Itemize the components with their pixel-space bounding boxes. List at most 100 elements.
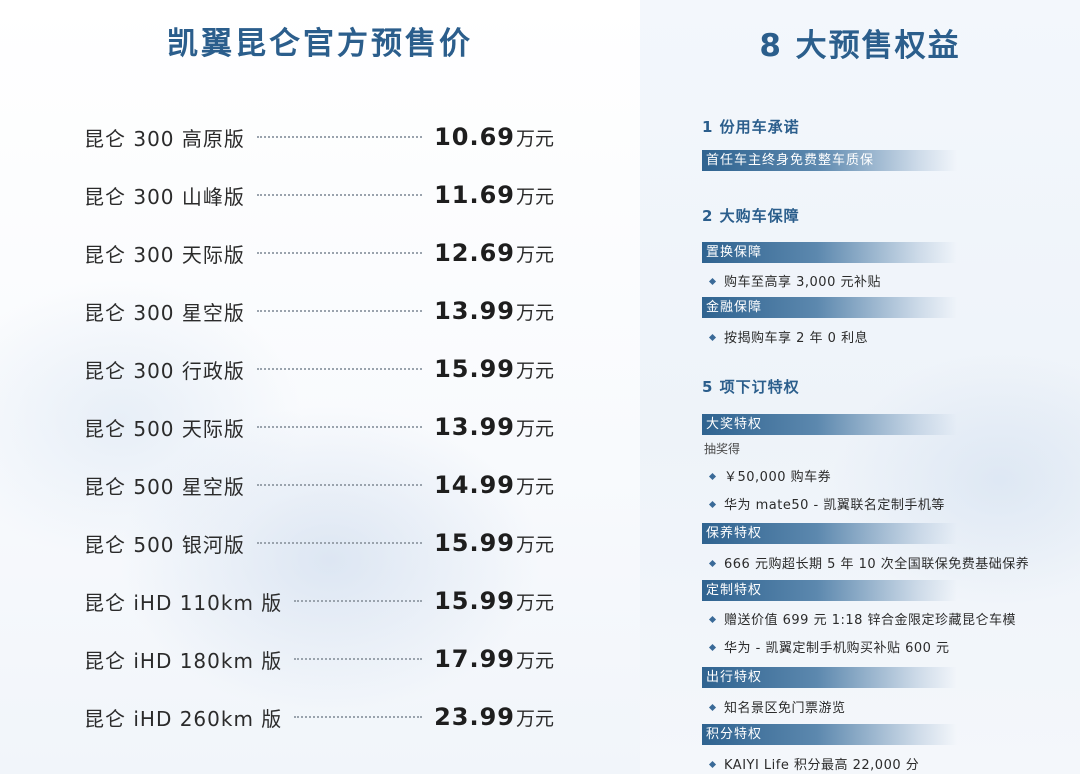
points-tag: 积分特权 xyxy=(702,724,957,745)
dotted-leader xyxy=(256,426,423,428)
price-number: 12.69 xyxy=(434,239,515,267)
price-unit: 万元 xyxy=(515,244,554,266)
price-number: 15.99 xyxy=(434,529,515,557)
dotted-leader xyxy=(256,252,423,254)
custom-tag: 定制特权 xyxy=(702,580,957,601)
bullet-icon xyxy=(708,277,717,286)
points-text: KAIYI Life 积分最高 22,000 分 xyxy=(724,758,920,773)
price-number: 14.99 xyxy=(434,471,515,499)
price-unit: 万元 xyxy=(515,186,554,208)
price-row: 昆仑 iHD 110km 版 15.99万元 xyxy=(84,572,554,630)
section-heading-commitment: 1 份用车承诺 xyxy=(702,118,800,136)
dotted-leader xyxy=(256,194,423,196)
price-number: 13.99 xyxy=(434,297,515,325)
finance-text: 按揭购车享 2 年 0 利息 xyxy=(724,331,869,346)
price-value: 14.99万元 xyxy=(434,471,554,499)
benefits-panel: 8 大预售权益 1 份用车承诺 首任车主终身免费整车质保 2 大购车保障 置换保… xyxy=(640,0,1080,774)
grand-prize-tag: 大奖特权 xyxy=(702,414,957,435)
bullet-icon xyxy=(708,472,717,481)
phone-prize-text: 华为 mate50 - 凯翼联名定制手机等 xyxy=(724,498,945,513)
model-name: 昆仑 500 天际版 xyxy=(84,416,245,441)
car-model-gift-item: 赠送价值 699 元 1:18 锌合金限定珍藏昆仑车模 xyxy=(708,609,1016,628)
model-name: 昆仑 500 银河版 xyxy=(84,532,245,557)
price-value: 13.99万元 xyxy=(434,297,554,325)
price-row: 昆仑 iHD 180km 版 17.99万元 xyxy=(84,630,554,688)
bullet-icon xyxy=(708,500,717,509)
price-unit: 万元 xyxy=(515,360,554,382)
price-number: 11.69 xyxy=(434,181,515,209)
price-number: 15.99 xyxy=(434,587,515,615)
price-value: 17.99万元 xyxy=(434,645,554,673)
benefits-panel-title: 8 大预售权益 xyxy=(759,28,961,64)
warranty-tag: 首任车主终身免费整车质保 xyxy=(702,150,957,171)
voucher-text: ￥50,000 购车券 xyxy=(724,470,832,485)
model-name: 昆仑 iHD 110km 版 xyxy=(84,590,283,615)
trade-in-item: 购车至高享 3,000 元补贴 xyxy=(708,271,881,290)
price-value: 15.99万元 xyxy=(434,587,554,615)
price-unit: 万元 xyxy=(515,534,554,556)
price-number: 17.99 xyxy=(434,645,515,673)
points-item: KAIYI Life 积分最高 22,000 分 xyxy=(708,754,920,773)
price-value: 11.69万元 xyxy=(434,181,554,209)
model-name: 昆仑 300 行政版 xyxy=(84,358,245,383)
price-row: 昆仑 300 山峰版 11.69万元 xyxy=(84,166,554,224)
price-unit: 万元 xyxy=(515,476,554,498)
dotted-leader xyxy=(256,484,423,486)
bullet-icon xyxy=(708,615,717,624)
model-name: 昆仑 iHD 180km 版 xyxy=(84,648,283,673)
section-heading-order-privileges: 5 项下订特权 xyxy=(702,378,800,396)
price-value: 23.99万元 xyxy=(434,703,554,731)
bullet-icon xyxy=(708,703,717,712)
price-value: 10.69万元 xyxy=(434,123,554,151)
price-value: 12.69万元 xyxy=(434,239,554,267)
presale-price-panel: 凯翼昆仑官方预售价 昆仑 300 高原版 10.69万元昆仑 300 山峰版 11.… xyxy=(0,0,640,774)
phone-subsidy-item: 华为 - 凯翼定制手机购买补贴 600 元 xyxy=(708,637,950,656)
bullet-icon xyxy=(708,333,717,342)
phone-subsidy-text: 华为 - 凯翼定制手机购买补贴 600 元 xyxy=(724,641,950,656)
trade-in-text: 购车至高享 3,000 元补贴 xyxy=(724,275,881,290)
price-row: 昆仑 300 天际版 12.69万元 xyxy=(84,224,554,282)
model-name: 昆仑 300 天际版 xyxy=(84,242,245,267)
scenic-text: 知名景区免门票游览 xyxy=(724,701,846,716)
bullet-icon xyxy=(708,559,717,568)
price-number: 23.99 xyxy=(434,703,515,731)
price-value: 13.99万元 xyxy=(434,413,554,441)
dotted-leader xyxy=(256,542,423,544)
price-row: 昆仑 300 行政版 15.99万元 xyxy=(84,340,554,398)
price-row: 昆仑 300 星空版 13.99万元 xyxy=(84,282,554,340)
price-row: 昆仑 500 银河版 15.99万元 xyxy=(84,514,554,572)
maintenance-item: 666 元购超长期 5 年 10 次全国联保免费基础保养 xyxy=(708,553,1030,572)
maintenance-tag: 保养特权 xyxy=(702,523,957,544)
model-name: 昆仑 iHD 260km 版 xyxy=(84,706,283,731)
trade-in-tag: 置换保障 xyxy=(702,242,957,263)
model-name: 昆仑 300 山峰版 xyxy=(84,184,245,209)
price-panel-title: 凯翼昆仑官方预售价 xyxy=(167,26,473,62)
scenic-item: 知名景区免门票游览 xyxy=(708,697,846,716)
bullet-icon xyxy=(708,760,717,769)
price-unit: 万元 xyxy=(515,128,554,150)
dotted-leader xyxy=(294,658,423,660)
price-row: 昆仑 300 高原版 10.69万元 xyxy=(84,108,554,166)
bullet-icon xyxy=(708,643,717,652)
dotted-leader xyxy=(256,136,423,138)
price-number: 15.99 xyxy=(434,355,515,383)
phone-prize-item: 华为 mate50 - 凯翼联名定制手机等 xyxy=(708,494,945,513)
model-name: 昆仑 300 星空版 xyxy=(84,300,245,325)
maintenance-text: 666 元购超长期 5 年 10 次全国联保免费基础保养 xyxy=(724,557,1030,572)
price-unit: 万元 xyxy=(515,302,554,324)
finance-tag: 金融保障 xyxy=(702,297,957,318)
price-value: 15.99万元 xyxy=(434,529,554,557)
price-unit: 万元 xyxy=(515,592,554,614)
price-unit: 万元 xyxy=(515,650,554,672)
travel-tag: 出行特权 xyxy=(702,667,957,688)
voucher-item: ￥50,000 购车券 xyxy=(708,466,832,485)
model-name: 昆仑 500 星空版 xyxy=(84,474,245,499)
finance-item: 按揭购车享 2 年 0 利息 xyxy=(708,327,869,346)
dotted-leader xyxy=(256,310,423,312)
lottery-label: 抽奖得 xyxy=(704,442,741,456)
dotted-leader xyxy=(294,600,423,602)
model-name: 昆仑 300 高原版 xyxy=(84,126,245,151)
price-row: 昆仑 500 天际版 13.99万元 xyxy=(84,398,554,456)
price-row: 昆仑 iHD 260km 版 23.99万元 xyxy=(84,688,554,746)
price-unit: 万元 xyxy=(515,708,554,730)
